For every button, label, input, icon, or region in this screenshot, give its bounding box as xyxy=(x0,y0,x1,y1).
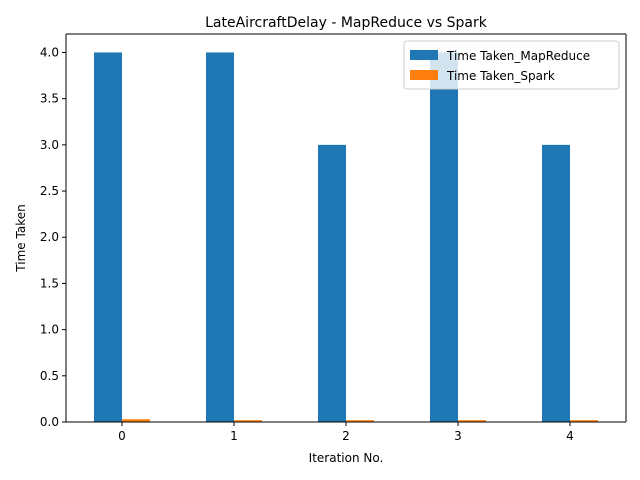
y-tick-label-2.0: 2.0 xyxy=(40,230,59,244)
bar-spark-4 xyxy=(570,420,598,422)
y-tick-label-1.5: 1.5 xyxy=(40,276,59,290)
plot-area: 0 1 2 3 4 0.0 0.5 1.0 1.5 2.0 2.5 3.0 3.5 4.0 xyxy=(40,33,627,443)
y-tick-label-0.0: 0.0 xyxy=(40,415,59,429)
bar-spark-0 xyxy=(122,419,150,422)
y-axis-label: Time Taken xyxy=(14,204,28,272)
bar-spark-3 xyxy=(458,420,486,422)
legend-label-spark: Time Taken_Spark xyxy=(446,69,555,83)
bar-mapreduce-3 xyxy=(430,52,458,422)
legend-swatch-spark xyxy=(410,70,438,80)
x-tick-label-4: 4 xyxy=(566,429,574,443)
x-axis-label: Iteration No. xyxy=(309,451,384,465)
bar-spark-2 xyxy=(346,420,374,422)
legend-box xyxy=(403,40,620,90)
y-tick-label-3.0: 3.0 xyxy=(40,138,59,152)
x-tick-label-3: 3 xyxy=(454,429,462,443)
x-tick-label-1: 1 xyxy=(230,429,238,443)
y-tick-label-0.5: 0.5 xyxy=(40,369,59,383)
bar-mapreduce-1 xyxy=(206,52,234,422)
y-tick-label-4.0: 4.0 xyxy=(40,45,59,59)
x-tick-label-2: 2 xyxy=(342,429,350,443)
bar-mapreduce-2 xyxy=(318,144,346,422)
bar-mapreduce-0 xyxy=(94,52,122,422)
legend-label-mapreduce: Time Taken_MapReduce xyxy=(446,49,590,63)
legend-swatch-mapreduce xyxy=(410,50,438,60)
chart-title: LateAircraftDelay - MapReduce vs Spark xyxy=(205,15,488,31)
y-tick-label-2.5: 2.5 xyxy=(40,184,59,198)
legend: Time Taken_MapReduce Time Taken_Spark xyxy=(403,40,620,90)
bar-mapreduce-4 xyxy=(542,144,570,422)
y-tick-label-3.5: 3.5 xyxy=(40,92,59,106)
x-tick-label-0: 0 xyxy=(118,429,126,443)
y-tick-label-1.0: 1.0 xyxy=(40,323,59,337)
bar-spark-1 xyxy=(234,420,262,422)
